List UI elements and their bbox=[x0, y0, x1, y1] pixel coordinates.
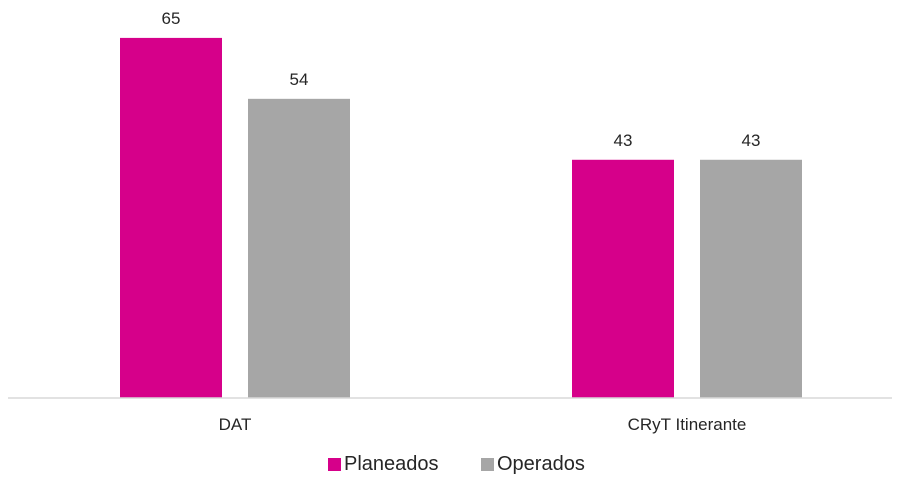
legend-label-operados: Operados bbox=[497, 453, 585, 475]
data-label-operados-2: 43 bbox=[742, 131, 761, 150]
legend-swatch-planeados bbox=[328, 458, 341, 471]
legend-swatch-operados bbox=[481, 458, 494, 471]
bar-planeados-1 bbox=[120, 37, 222, 399]
data-label-planeados-1: 65 bbox=[162, 9, 181, 28]
category-label: DAT bbox=[219, 415, 252, 434]
category-labels-layer: DAT CRyT Itinerante bbox=[219, 415, 747, 434]
bar-planeados-2 bbox=[572, 159, 674, 398]
data-labels-layer: 65 54 43 43 bbox=[162, 9, 761, 150]
legend: Planeados Operados bbox=[328, 453, 585, 475]
bar-operados-2 bbox=[700, 159, 802, 398]
category-label: CRyT Itinerante bbox=[628, 415, 747, 434]
legend-label-planeados: Planeados bbox=[344, 453, 439, 475]
data-label-operados-1: 54 bbox=[290, 70, 309, 89]
data-label-planeados-2: 43 bbox=[614, 131, 633, 150]
bars-layer bbox=[120, 37, 802, 399]
bar-operados-1 bbox=[248, 98, 350, 398]
